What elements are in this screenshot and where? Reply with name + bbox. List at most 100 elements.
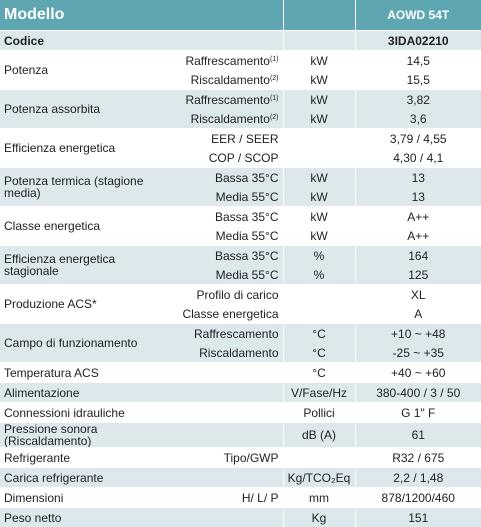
sub-label [165,363,283,383]
sub-label: Raffrescamento [165,324,283,344]
sub-label [165,468,283,488]
sub-label [165,383,283,403]
value: 15,5 [355,70,481,90]
sub-text: Profilo di carico [196,288,278,302]
row-label: Efficienza energetica [0,129,165,168]
sub-label: Raffrescamento(1) [165,51,283,71]
sub-text: Riscaldamento [199,346,278,360]
sub-text: EER / SEER [211,132,278,146]
value: 3,79 / 4,55 [355,129,481,149]
sub-text: Media 55°C [216,229,279,243]
value: 13 [355,168,481,188]
value: 125 [355,265,481,285]
value: A [355,304,481,324]
value: G 1" F [355,403,481,423]
unit [283,148,355,168]
value: 3IDA02210 [355,31,481,51]
sub-text: Tipo/GWP [224,451,279,465]
sub-label: Media 55°C [165,226,283,246]
sub-label: Tipo/GWP [165,448,283,468]
unit: Kg/TCO₂Eq [283,468,355,488]
row-label: Alimentazione [0,383,165,403]
unit [283,304,355,324]
footnote-ref: (1) [270,56,279,63]
value: A++ [355,226,481,246]
sub-text: Raffrescamento [185,54,270,68]
value: +10 ~ +48 [355,324,481,344]
unit [283,129,355,149]
unit: kW [283,70,355,90]
value: R32 / 675 [355,448,481,468]
unit: kW [283,187,355,207]
unit: °C [283,363,355,383]
unit: % [283,265,355,285]
row-label: Temperatura ACS [0,363,165,383]
sub-label: COP / SCOP [165,148,283,168]
unit: Pollici [283,403,355,423]
unit [283,448,355,468]
sub-label: Profilo di carico [165,285,283,305]
value: 164 [355,246,481,266]
value: 380-400 / 3 / 50 [355,383,481,403]
footnote-ref: (2) [270,75,279,82]
unit: kW [283,90,355,110]
sub-text: H/ L/ P [242,491,279,505]
footnote-ref: (2) [270,114,279,121]
row-label: Classe energetica [0,207,165,246]
value: 4,30 / 4,1 [355,148,481,168]
sub-label [165,403,283,423]
sub-text: Bassa 35°C [215,171,279,185]
value: +40 ~ +60 [355,363,481,383]
sub-text: COP / SCOP [209,151,279,165]
sub-text: Riscaldamento [191,112,270,126]
sub-label [165,423,283,448]
unit: kW [283,51,355,71]
sub-label: Media 55°C [165,187,283,207]
unit: % [283,246,355,266]
sub-label: EER / SEER [165,129,283,149]
row-label: Refrigerante [0,448,165,468]
sub-text: Raffrescamento [185,93,270,107]
sub-label [165,508,283,527]
value: 3,82 [355,90,481,110]
value: 3,6 [355,109,481,129]
sub-text: Bassa 35°C [215,249,279,263]
unit: V/Fase/Hz [283,383,355,403]
row-label: Peso netto [0,508,165,527]
unit: mm [283,488,355,508]
spec-row: Temperatura ACS °C+40 ~ +60 [0,363,481,383]
sub-label: Bassa 35°C [165,168,283,188]
sub-label: Riscaldamento(2) [165,70,283,90]
row-label: Codice [0,31,165,51]
unit: dB (A) [283,423,355,448]
sub-label [165,31,283,51]
header-title: Modello [0,0,283,31]
value: A++ [355,207,481,227]
value: 61 [355,423,481,448]
unit: °C [283,324,355,344]
row-label: Carica refrigerante [0,468,165,488]
row-label: Campo di funzionamento [0,324,165,363]
unit: kW [283,109,355,129]
spec-row: Refrigerante Tipo/GWP R32 / 675 [0,448,481,468]
unit: kW [283,207,355,227]
sub-text: Riscaldamento [191,73,270,87]
row-label: Potenza assorbita [0,90,165,129]
sub-label: Riscaldamento [165,343,283,363]
unit: kW [283,226,355,246]
unit: °C [283,343,355,363]
header-model: AOWD 54T [355,0,481,31]
sub-label: Riscaldamento(2) [165,109,283,129]
row-label: Dimensioni [0,488,165,508]
value: 878/1200/460 [355,488,481,508]
row-label: Potenza [0,51,165,90]
